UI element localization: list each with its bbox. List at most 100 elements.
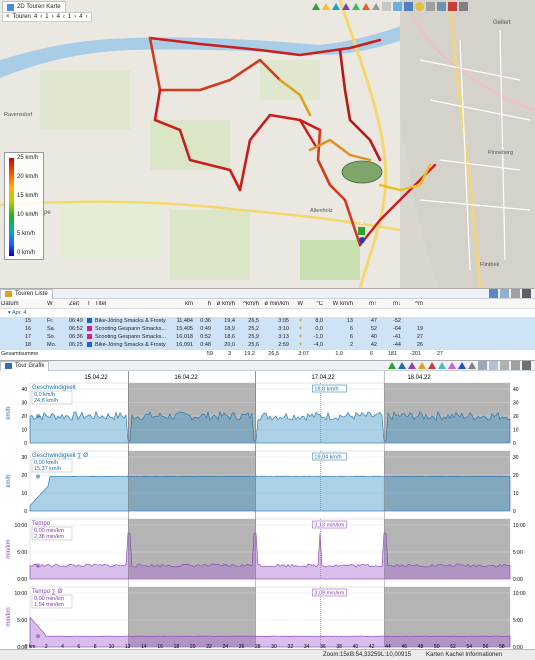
tour-filter-icon[interactable] bbox=[332, 3, 340, 10]
y-tick: 30 bbox=[513, 401, 519, 407]
zoom-in-icon[interactable] bbox=[500, 361, 509, 370]
tour-row[interactable]: 15 Fr. 06:49 Bike-Jöring Smacks & Frosty 11,… bbox=[0, 317, 535, 325]
group-row[interactable]: ▾ Apr. 4 bbox=[0, 309, 535, 317]
tour-row[interactable]: 18 Mo. 06:25 Bike-Jöring Smacks & Frosty 16,… bbox=[0, 341, 535, 349]
graph-type-icon[interactable] bbox=[418, 362, 426, 369]
graph-title: Tempo bbox=[32, 521, 51, 527]
place-label: Gellert bbox=[493, 20, 511, 26]
x-tick: 58 bbox=[499, 644, 505, 649]
cell-avg: 20,0 bbox=[224, 342, 235, 348]
x-tick: 48 bbox=[418, 644, 424, 649]
settings-icon[interactable] bbox=[426, 2, 435, 11]
graph-type-icon[interactable] bbox=[458, 362, 466, 369]
layer-icon[interactable] bbox=[382, 2, 391, 11]
graph-type-icon[interactable] bbox=[468, 362, 476, 369]
col-header[interactable]: ^m bbox=[415, 300, 423, 307]
tour-row[interactable]: 16 Sa. 06:52 Scooting Gespann Smacks... 15,4… bbox=[0, 325, 535, 333]
close-icon[interactable]: × bbox=[6, 14, 10, 20]
cell-temp: 8,0 bbox=[315, 318, 323, 324]
tour-filter-icon[interactable] bbox=[322, 3, 330, 10]
cell-wind: 13 bbox=[346, 318, 353, 324]
graph-canvas[interactable]: 15.04.22 16.04.22 17.04.22 18.04.220 010 1020… bbox=[0, 371, 535, 649]
collapse-icon[interactable] bbox=[489, 289, 498, 298]
x-axis-icon[interactable] bbox=[478, 361, 487, 370]
x-tick: 46 bbox=[401, 644, 407, 649]
col-header[interactable]: ø km/h bbox=[216, 300, 235, 307]
tour-filter-icon[interactable] bbox=[342, 3, 350, 10]
lat-status: B:54,33259 bbox=[350, 652, 381, 658]
total-pace: 3:07 bbox=[298, 350, 309, 357]
map-toolbar bbox=[312, 2, 468, 11]
graph-type-icon[interactable] bbox=[438, 362, 446, 369]
col-header[interactable]: ø min/km bbox=[264, 300, 289, 307]
zoom-fit-icon[interactable] bbox=[489, 361, 498, 370]
tour-type-icon bbox=[86, 333, 94, 341]
graph-menu-icon[interactable] bbox=[522, 361, 531, 370]
graph-type-icon[interactable] bbox=[428, 362, 436, 369]
zoom-icon[interactable] bbox=[404, 2, 413, 11]
y-tick: 20 bbox=[513, 414, 519, 420]
col-header[interactable]: km bbox=[185, 300, 193, 307]
grid-icon[interactable] bbox=[437, 2, 446, 11]
filter-value[interactable]: 1 bbox=[67, 14, 72, 20]
cell-title: Bike-Jöring Smacks & Frosty bbox=[95, 342, 166, 348]
graph-type-icon[interactable] bbox=[448, 362, 456, 369]
col-header[interactable]: Titel bbox=[95, 300, 107, 307]
font-size-icon[interactable] bbox=[522, 289, 531, 298]
col-header[interactable]: m↑ bbox=[369, 300, 377, 307]
filter-value[interactable]: 4 bbox=[33, 14, 38, 20]
map-options-icon[interactable] bbox=[393, 2, 402, 11]
tab-2d-map[interactable]: 2D Touren Karte bbox=[2, 1, 66, 12]
col-header[interactable]: m↓ bbox=[393, 300, 401, 307]
col-header[interactable]: °C bbox=[316, 300, 323, 307]
cell-temp: 0,0 bbox=[315, 326, 323, 332]
y-tick: 0 bbox=[513, 441, 516, 447]
tab-label: 2D Touren Karte bbox=[17, 4, 61, 10]
col-header[interactable]: Zeit bbox=[69, 300, 80, 307]
cursor-value: 19,04 km/h bbox=[314, 455, 341, 461]
tour-row[interactable]: 17 So. 06:36 Scooting Gespann Smacks... 16,0… bbox=[0, 333, 535, 341]
graph-chart[interactable]: 0 0 10 10 20 20 30 30 40 40 km/h Geschwindigkeit0,0… bbox=[6, 371, 519, 447]
x-tick: 52 bbox=[450, 644, 456, 649]
filter-value[interactable]: 4 bbox=[79, 14, 83, 20]
tile-info-status[interactable]: Karten Kachel Informationen bbox=[426, 652, 503, 658]
legend-label: 5 km/h bbox=[17, 231, 36, 237]
filter-value[interactable]: 4 bbox=[56, 14, 60, 20]
graph-type-icon[interactable] bbox=[398, 362, 406, 369]
menu-icon[interactable] bbox=[459, 2, 468, 11]
tour-filter-icon[interactable] bbox=[372, 3, 380, 10]
cell-km: 11,484 bbox=[176, 318, 193, 324]
tab-tour-list[interactable]: Touren Liste bbox=[0, 288, 53, 299]
graph-title: Geschwindigkeit ∑ Ø bbox=[32, 453, 88, 459]
col-header[interactable]: W bbox=[297, 300, 303, 307]
col-header[interactable]: T bbox=[87, 300, 91, 307]
graph-title: Tempo ∑ Ø bbox=[32, 589, 63, 595]
col-header[interactable]: W km/h bbox=[332, 300, 353, 307]
weather-icon: ☀ bbox=[298, 318, 303, 324]
filter-value[interactable]: 1 bbox=[45, 14, 49, 20]
weather-icon: ☀ bbox=[298, 342, 303, 348]
map-canvas[interactable] bbox=[0, 0, 535, 289]
col-header[interactable]: W bbox=[47, 300, 53, 307]
col-header[interactable]: ^km/h bbox=[243, 300, 259, 307]
record-icon[interactable] bbox=[448, 2, 457, 11]
tour-filter-icon[interactable] bbox=[352, 3, 360, 10]
x-tick: 44 bbox=[385, 644, 391, 649]
sun-icon[interactable] bbox=[415, 2, 424, 11]
zoom-out-icon[interactable] bbox=[511, 361, 520, 370]
total-km: 59 bbox=[206, 350, 213, 357]
expand-icon[interactable] bbox=[500, 289, 509, 298]
graph-type-icon[interactable] bbox=[388, 362, 396, 369]
filter-icon[interactable] bbox=[511, 289, 520, 298]
tour-filter-icon[interactable] bbox=[362, 3, 370, 10]
col-header[interactable]: h bbox=[207, 300, 211, 307]
group-label: ▾ Apr. 4 bbox=[8, 310, 27, 316]
tab-tour-graph[interactable]: Tour Grafik bbox=[0, 360, 50, 371]
cell-up: 52 bbox=[370, 326, 377, 332]
graph-type-icon[interactable] bbox=[408, 362, 416, 369]
tour-filter-icon[interactable] bbox=[312, 3, 320, 10]
col-header[interactable]: Datum bbox=[1, 300, 19, 307]
graph-chart[interactable]: 0:00 0:00 5:00 5:00 10:00 10:00 min/km Tempo ∑ … bbox=[6, 371, 526, 649]
